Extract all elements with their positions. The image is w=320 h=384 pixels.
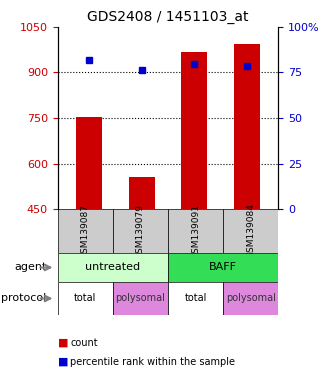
Text: agent: agent [14,263,47,273]
FancyBboxPatch shape [58,209,113,253]
Bar [234,44,260,209]
FancyBboxPatch shape [223,282,278,315]
Bar [181,52,207,209]
Bar [129,177,155,209]
Text: ■: ■ [58,357,68,367]
FancyBboxPatch shape [58,253,168,282]
Bar [76,116,102,209]
Text: GSM139087: GSM139087 [81,204,90,258]
Text: count: count [70,338,98,348]
FancyBboxPatch shape [113,282,168,315]
Text: total: total [184,293,207,303]
FancyBboxPatch shape [168,209,223,253]
Text: GSM139084: GSM139084 [246,204,255,258]
Title: GDS2408 / 1451103_at: GDS2408 / 1451103_at [87,10,249,25]
Text: percentile rank within the sample: percentile rank within the sample [70,357,236,367]
FancyBboxPatch shape [113,209,168,253]
Text: BAFF: BAFF [209,263,237,273]
FancyBboxPatch shape [223,209,278,253]
Text: GSM139079: GSM139079 [136,204,145,258]
FancyBboxPatch shape [58,282,113,315]
Text: ■: ■ [58,338,68,348]
FancyBboxPatch shape [168,282,223,315]
Text: polysomal: polysomal [226,293,276,303]
FancyBboxPatch shape [168,253,278,282]
Text: total: total [74,293,96,303]
Text: protocol: protocol [1,293,47,303]
Text: GSM139091: GSM139091 [191,204,200,258]
Text: polysomal: polysomal [116,293,165,303]
Text: untreated: untreated [85,263,140,273]
